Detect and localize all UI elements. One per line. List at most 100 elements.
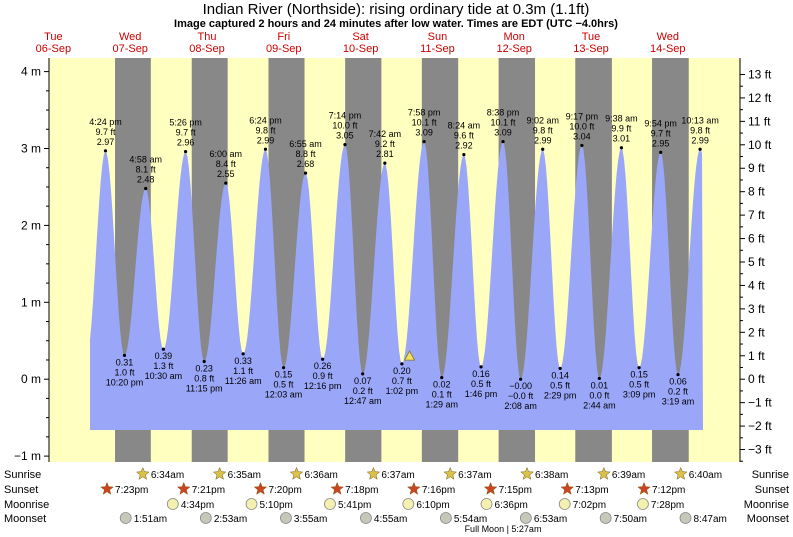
- tide-time-label: 6:55 am: [289, 139, 322, 149]
- tide-time-label: 12:16 pm: [304, 381, 342, 391]
- moonset-icon: [519, 512, 532, 524]
- tide-m-label: 2.96: [177, 138, 195, 148]
- tide-point: [321, 357, 325, 361]
- tide-m-label: 3.09: [415, 128, 433, 138]
- moonrise-row-label-right: Moonrise: [744, 499, 789, 511]
- right-axis-tick-label: −1 ft: [748, 396, 772, 410]
- moonrise-icon: [166, 498, 179, 510]
- moonrise-time: 5:41pm: [338, 500, 371, 511]
- tide-time-label: 11:15 pm: [186, 384, 223, 394]
- sunset-icon: [176, 481, 191, 495]
- tide-ft-label: 1.1 ft: [233, 366, 254, 376]
- day-date-label: 10-Sep: [343, 43, 378, 55]
- day-labels: Tue06-SepWed07-SepThu08-SepFri09-SepSat1…: [36, 31, 686, 55]
- tide-m-label: 2.55: [217, 169, 235, 179]
- moonset-time: 1:51am: [134, 514, 167, 525]
- tide-ft-label: 1.3 ft: [153, 361, 174, 371]
- tide-point: [303, 171, 308, 175]
- tide-ft-label: 0.1 ft: [432, 390, 453, 400]
- tide-ft-label: 9.8 ft: [690, 125, 711, 135]
- tide-ft-label: 0.2 ft: [353, 386, 374, 396]
- tide-point: [103, 149, 108, 153]
- tide-time-label: 2:29 pm: [544, 390, 577, 400]
- tide-time-label: 10:20 pm: [106, 377, 144, 387]
- right-axis-tick-label: 10 ft: [748, 138, 772, 152]
- tide-time-label: 2:44 am: [583, 400, 616, 410]
- tide-time-label: 9:17 pm: [566, 111, 599, 121]
- right-axis-tick-label: 2 ft: [748, 325, 765, 339]
- tide-point: [122, 353, 127, 357]
- moonset-time: 4:55am: [374, 514, 407, 525]
- right-axis-tick-label: 8 ft: [748, 185, 765, 199]
- tide-point: [637, 366, 641, 370]
- sunrise-icon: [520, 466, 534, 480]
- moonrise-icon: [402, 498, 415, 510]
- tide-m-label: 0.20: [393, 366, 411, 376]
- tide-point: [676, 372, 680, 377]
- day-name-label: Fri: [277, 31, 290, 43]
- right-axis-tick-label: 5 ft: [748, 255, 765, 269]
- tide-time-label: 11:26 am: [225, 376, 262, 386]
- moonset-icon: [599, 512, 612, 524]
- left-axis-tick-label: 1 m: [21, 295, 41, 309]
- tide-curve-area: [90, 141, 703, 430]
- sunrise-icon: [443, 466, 458, 480]
- right-axis-tick-label: 11 ft: [748, 114, 771, 128]
- tide-point: [263, 147, 268, 151]
- sunset-time: 7:23pm: [115, 485, 148, 496]
- tide-point: [383, 161, 387, 165]
- left-axis-tick-label: 2 m: [21, 218, 41, 232]
- tide-m-label: 2.48: [137, 174, 155, 184]
- moonrise-icon: [636, 498, 649, 510]
- right-axis-tick-label: −2 ft: [748, 419, 772, 433]
- day-name-label: Thu: [198, 31, 217, 43]
- moonset-icon: [360, 512, 372, 524]
- tide-time-label: 7:42 am: [369, 129, 402, 139]
- sunrise-time: 6:36am: [305, 470, 338, 481]
- tide-time-label: 6:00 am: [210, 149, 243, 159]
- tide-ft-label: 8.1 ft: [136, 164, 157, 174]
- moonrise-icon: [245, 498, 258, 510]
- tide-ft-label: 0.5 ft: [629, 380, 650, 390]
- sunrise-time: 6:38am: [535, 470, 568, 481]
- tide-time-label: 9:02 am: [526, 115, 559, 125]
- tide-time-label: 12:47 am: [344, 396, 382, 406]
- day-name-label: Sat: [352, 31, 369, 43]
- tide-ft-label: 9.2 ft: [375, 139, 396, 149]
- tide-ft-label: 0.5 ft: [274, 380, 295, 390]
- moonrise-icon: [480, 498, 493, 510]
- day-name-label: Sun: [428, 31, 448, 43]
- tide-m-label: −0.00: [509, 381, 532, 391]
- sunrise-time: 6:39am: [612, 470, 645, 481]
- day-name-label: Wed: [657, 31, 679, 43]
- tide-point: [580, 143, 584, 148]
- day-name-label: Mon: [503, 31, 524, 43]
- right-axis-tick-label: 3 ft: [748, 302, 765, 316]
- day-date-label: 09-Sep: [266, 43, 301, 55]
- day-date-label: 14-Sep: [650, 43, 685, 55]
- day-date-label: 12-Sep: [496, 43, 531, 55]
- tide-m-label: 0.14: [551, 370, 569, 380]
- tide-point: [202, 359, 206, 364]
- tide-m-label: 0.33: [234, 356, 252, 366]
- sunset-time: 7:18pm: [345, 485, 378, 496]
- current-level-marker: [403, 350, 416, 361]
- tide-ft-label: 9.9 ft: [611, 124, 632, 134]
- moonset-icon: [199, 512, 212, 524]
- tide-point: [541, 147, 545, 151]
- tide-m-label: 0.01: [591, 380, 609, 390]
- tide-m-label: 2.99: [691, 135, 709, 145]
- moonrise-time: 4:34pm: [181, 500, 214, 511]
- tide-time-label: 1:46 pm: [465, 389, 498, 399]
- day-date-label: 07-Sep: [112, 43, 147, 55]
- sunrise-row-label: Sunrise: [4, 469, 41, 481]
- tide-m-label: 0.07: [354, 376, 372, 386]
- sunrise-time: 6:37am: [458, 470, 491, 481]
- sunset-icon: [330, 481, 344, 495]
- tide-time-label: 1:29 am: [425, 400, 458, 410]
- tide-ft-label: 9.8 ft: [255, 125, 276, 135]
- tide-m-label: 2.92: [455, 141, 473, 151]
- moonrise-time: 7:28pm: [651, 500, 684, 511]
- moonset-row-label-right: Moonset: [747, 513, 789, 525]
- tide-time-label: 10:30 am: [145, 371, 183, 381]
